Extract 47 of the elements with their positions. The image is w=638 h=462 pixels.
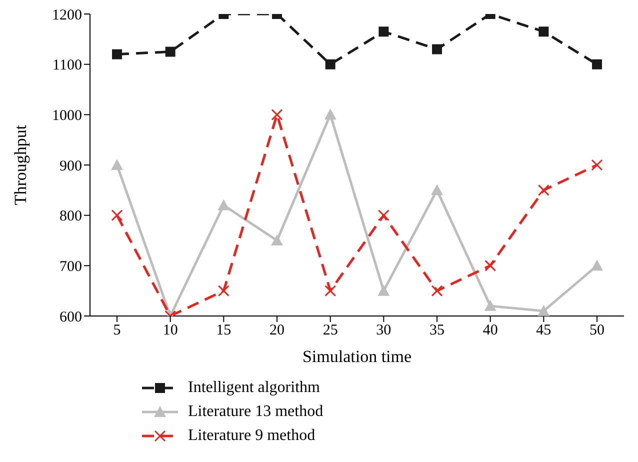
y-tick-label: 1200 (52, 7, 82, 24)
point (111, 159, 123, 170)
point (431, 184, 443, 196)
y-tick-label: 600 (60, 309, 82, 326)
legend-label: Literature 13 method (188, 402, 324, 422)
point (484, 300, 496, 311)
y-axis-title: Throughput (11, 124, 30, 206)
point (324, 108, 336, 120)
x-tick-label: 45 (536, 322, 552, 339)
point (378, 210, 390, 222)
point (432, 44, 442, 54)
x-tick-label: 35 (430, 322, 444, 339)
point (218, 199, 230, 210)
point (111, 210, 123, 222)
y-tick-label: 1100 (52, 58, 82, 74)
point (431, 285, 443, 297)
point (378, 26, 389, 37)
x-tick-label: 30 (376, 322, 392, 339)
y-tick-label: 800 (60, 208, 82, 225)
point (591, 260, 603, 271)
point (591, 159, 603, 171)
legend-label: Intelligent algorithm (188, 378, 320, 398)
point (484, 260, 496, 272)
point (592, 59, 602, 70)
point (218, 285, 230, 297)
point (271, 108, 283, 120)
point (538, 184, 550, 196)
point (165, 46, 176, 57)
legend-label: Literature 9 method (188, 426, 316, 446)
point (538, 26, 549, 37)
x-axis-title: Simulation time (302, 347, 412, 366)
point (378, 284, 390, 296)
x-tick-label: 10 (162, 322, 178, 339)
point (271, 234, 283, 246)
x-tick-label: 5 (113, 322, 121, 339)
x-tick-label: 15 (216, 322, 232, 339)
y-tick-label: 1000 (52, 108, 82, 124)
point (112, 49, 122, 60)
y-tick-label: 900 (60, 158, 82, 174)
x-tick-label: 25 (322, 322, 338, 339)
y-tick-label: 700 (60, 258, 82, 275)
point (325, 59, 336, 70)
x-tick-label: 50 (590, 322, 604, 339)
x-tick-label: 20 (270, 322, 284, 339)
x-tick-label: 40 (482, 322, 498, 339)
point (538, 304, 550, 316)
point (324, 285, 336, 297)
